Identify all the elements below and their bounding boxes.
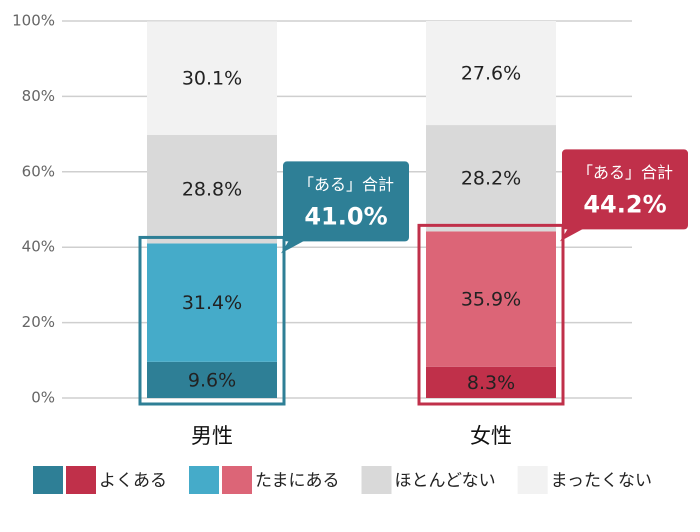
callout-title: 「ある」合計 — [298, 175, 394, 194]
bar-segment — [147, 134, 277, 244]
y-tick-label: 100% — [12, 12, 55, 30]
x-tick-label: 女性 — [470, 424, 512, 448]
legend-swatch — [189, 466, 219, 494]
legend-label: まったくない — [551, 471, 652, 491]
value-label: 8.3% — [467, 372, 515, 394]
legend-swatch — [517, 466, 548, 494]
bar-segment — [426, 125, 556, 232]
callout-value: 41.0% — [304, 202, 387, 230]
y-tick-label: 80% — [22, 87, 55, 105]
value-label: 9.6% — [188, 369, 236, 391]
callout-value: 44.2% — [583, 190, 666, 218]
y-tick-label: 40% — [22, 238, 55, 256]
bar-segment — [426, 21, 556, 126]
legend-swatch — [361, 466, 392, 494]
value-label: 27.6% — [461, 63, 521, 85]
callout-box — [283, 161, 409, 242]
callout-tail — [281, 240, 305, 254]
callout-tail — [560, 228, 584, 242]
bar-segment — [426, 231, 556, 367]
bar-segment — [426, 366, 556, 398]
total-outline — [138, 235, 286, 406]
bar-segment — [147, 243, 277, 362]
legend-label: ほとんどない — [395, 471, 496, 491]
x-tick-label: 男性 — [191, 424, 233, 448]
y-tick-label: 0% — [31, 389, 55, 407]
total-outline — [417, 223, 565, 406]
callout-box — [562, 149, 688, 230]
legend-swatch — [222, 466, 252, 494]
value-label: 35.9% — [461, 289, 521, 311]
value-label: 30.1% — [182, 68, 242, 90]
legend-label: たまにある — [255, 471, 340, 491]
value-label: 31.4% — [182, 292, 242, 314]
value-label: 28.8% — [182, 179, 242, 201]
y-tick-label: 60% — [22, 162, 55, 180]
value-label: 28.2% — [461, 168, 521, 190]
legend-swatch — [33, 466, 63, 494]
legend-swatch — [66, 466, 96, 494]
bar-segment — [147, 361, 277, 398]
callout-title: 「ある」合計 — [577, 163, 673, 182]
legend-label: よくある — [99, 471, 167, 491]
bar-segment — [147, 21, 277, 135]
y-tick-label: 20% — [22, 313, 55, 331]
